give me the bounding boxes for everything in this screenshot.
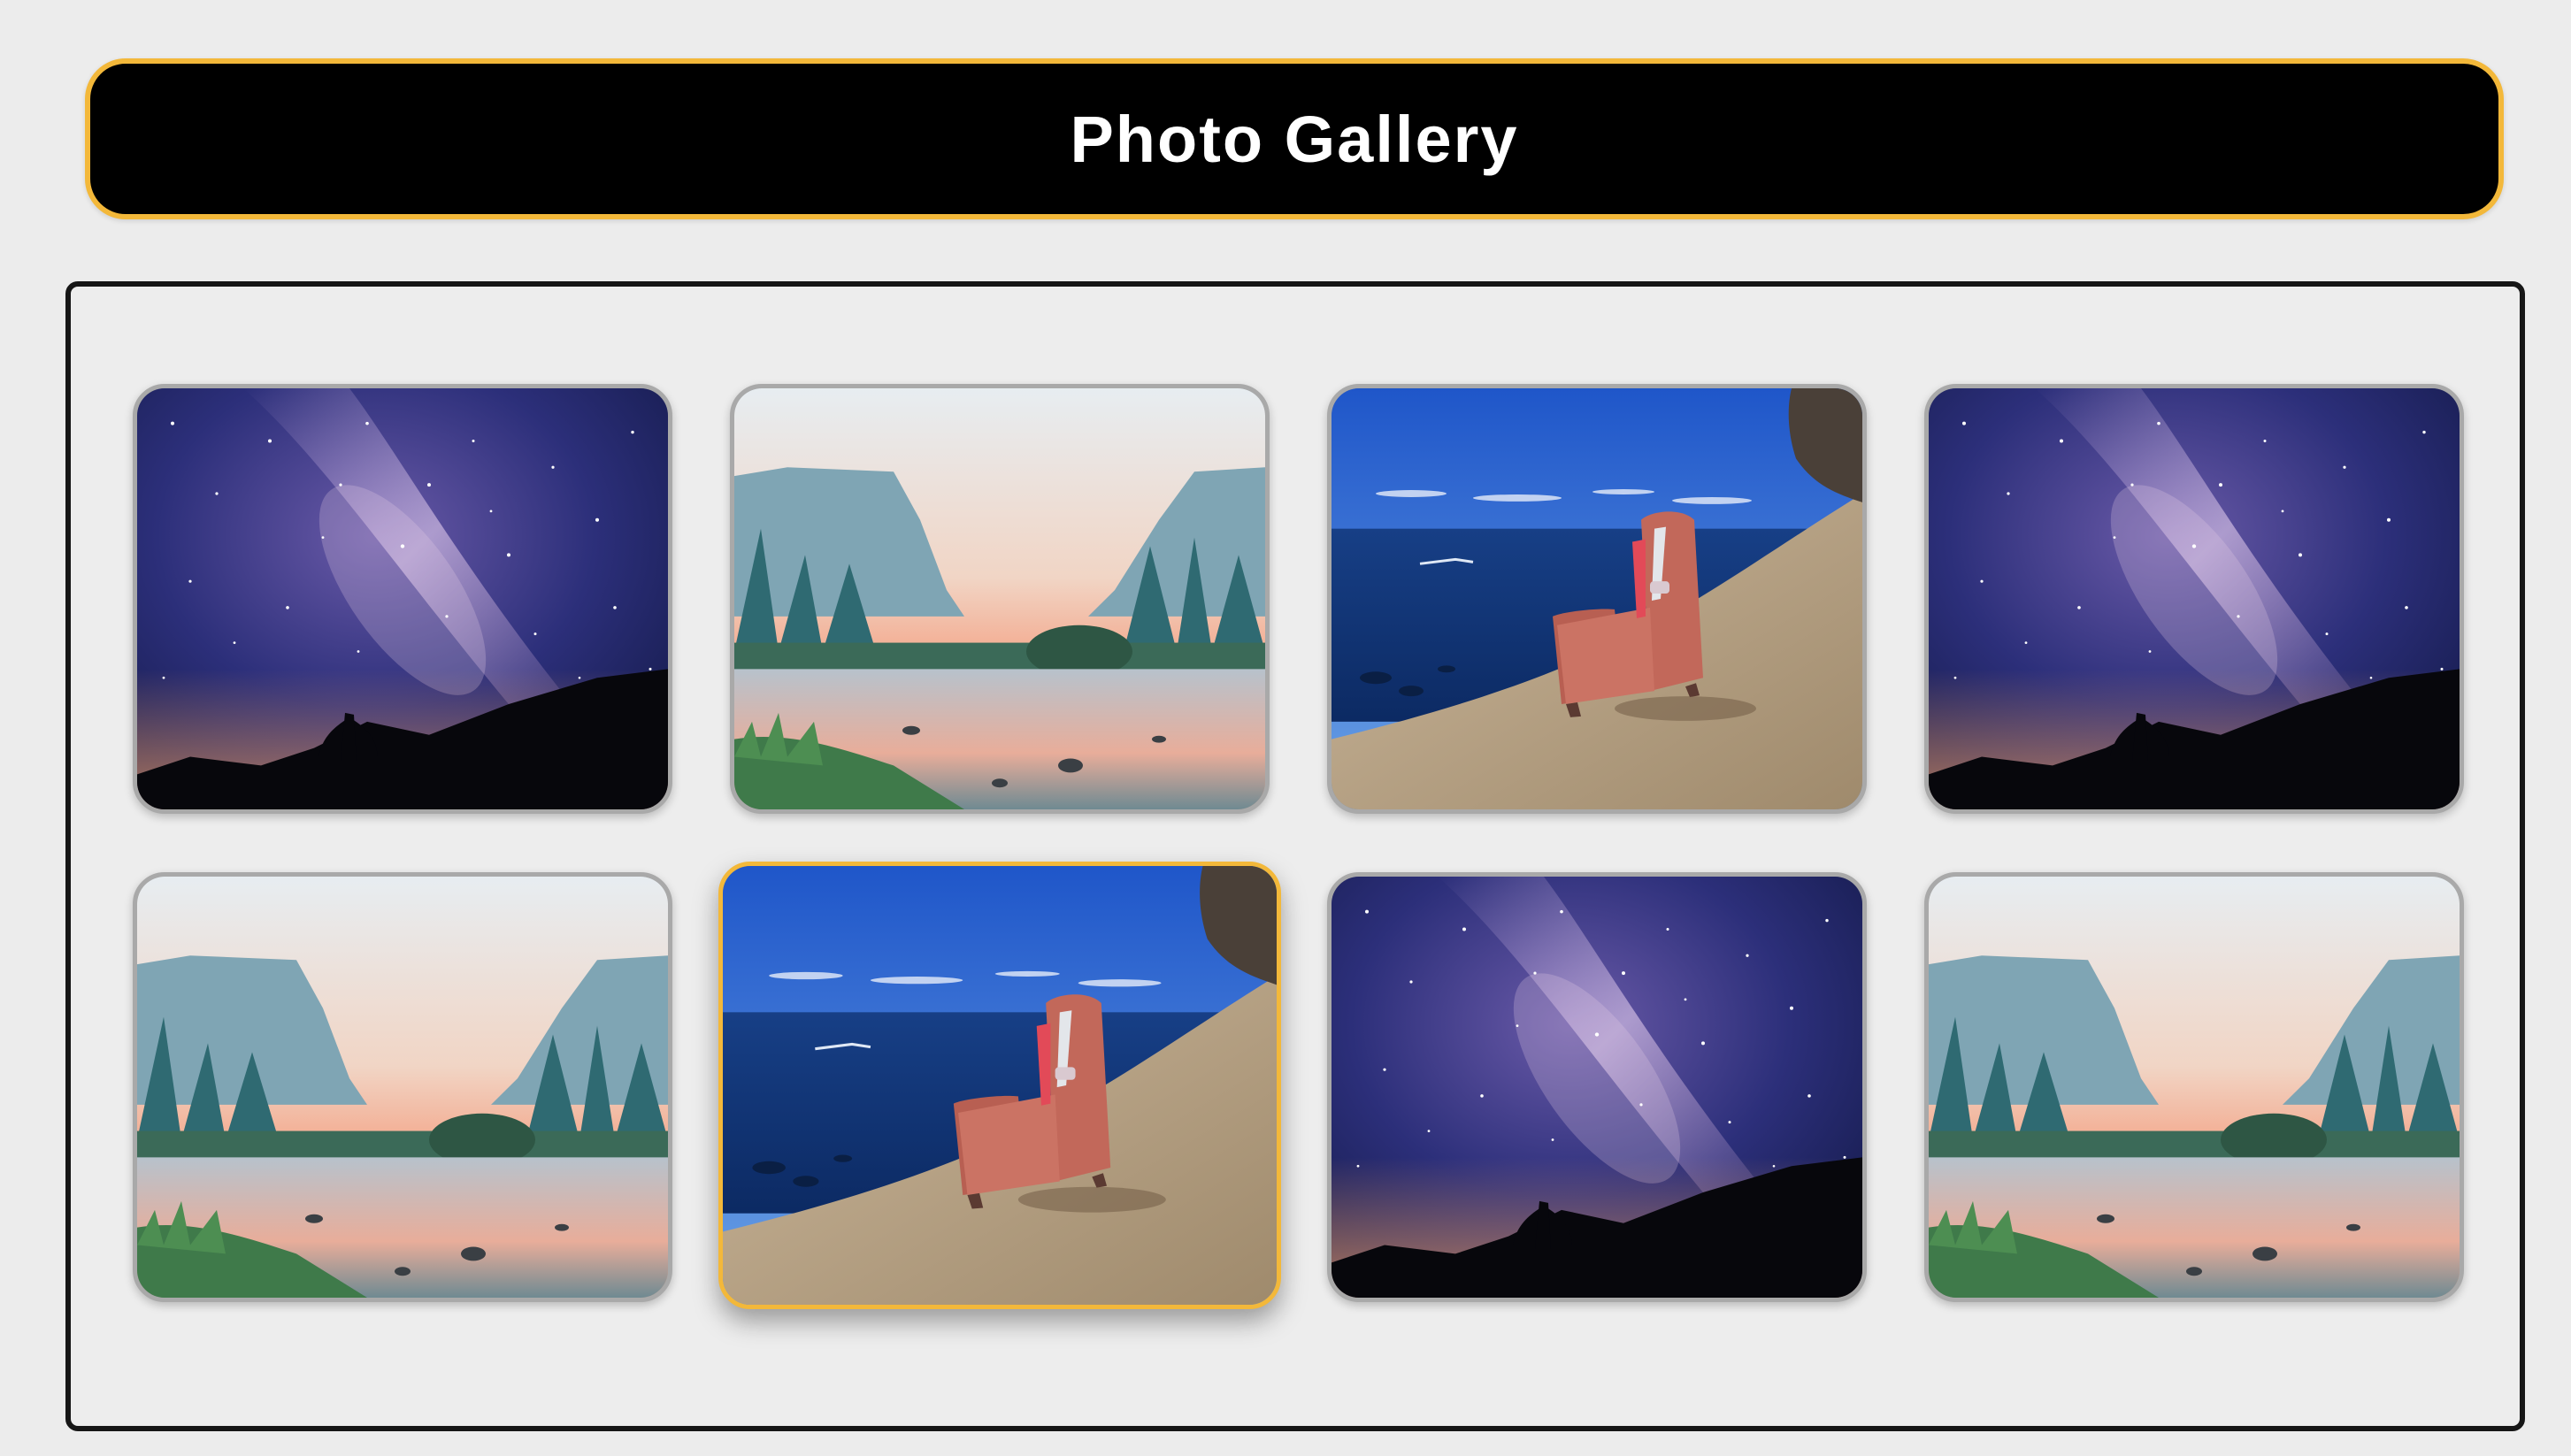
photo-image — [734, 388, 1265, 809]
photo-image — [1929, 388, 2460, 809]
photo-thumbnail-5[interactable] — [133, 872, 672, 1302]
page-title: Photo Gallery — [1070, 102, 1519, 176]
photo-thumbnail-4[interactable] — [1924, 384, 2464, 814]
photo-thumbnail-8[interactable] — [1924, 872, 2464, 1302]
photo-image — [137, 877, 668, 1298]
photo-image — [723, 866, 1277, 1305]
photo-image — [1332, 388, 1862, 809]
photo-thumbnail-6[interactable] — [718, 862, 1281, 1309]
photo-image — [1929, 877, 2460, 1298]
photo-thumbnail-3[interactable] — [1327, 384, 1867, 814]
photo-thumbnail-2[interactable] — [730, 384, 1270, 814]
photo-thumbnail-7[interactable] — [1327, 872, 1867, 1302]
photo-thumbnail-1[interactable] — [133, 384, 672, 814]
gallery-header: Photo Gallery — [85, 58, 2504, 219]
photo-image — [137, 388, 668, 809]
photo-image — [1332, 877, 1862, 1298]
photo-gallery-grid — [65, 281, 2525, 1431]
